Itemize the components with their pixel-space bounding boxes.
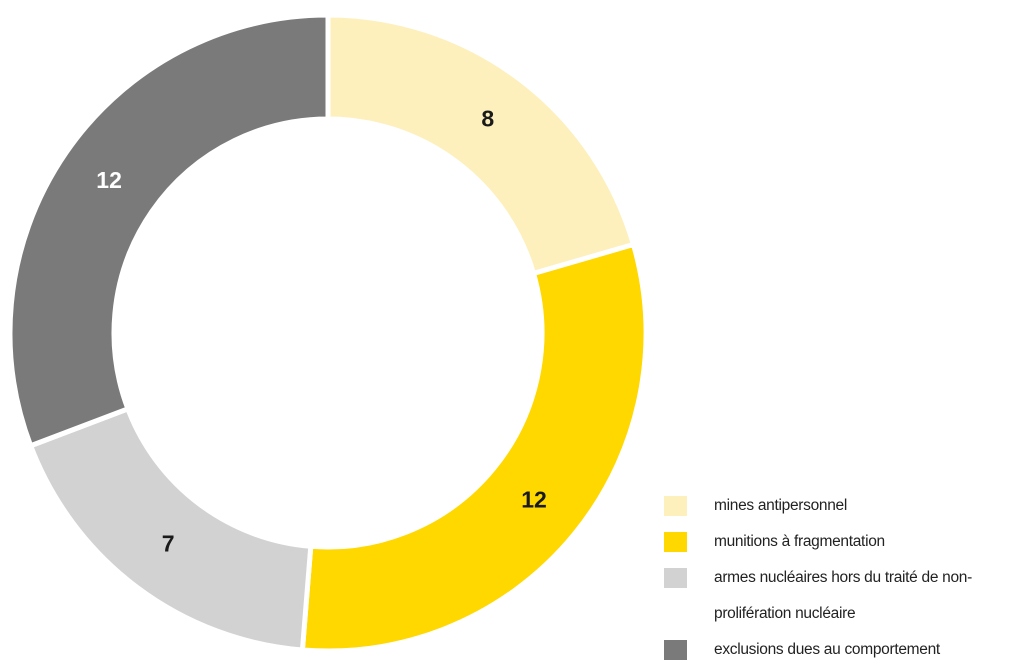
donut-chart: 8 12 7 12 — [7, 12, 649, 654]
legend-swatch — [664, 532, 687, 552]
legend-swatch — [664, 568, 687, 588]
legend-label: armes nucléaires hors du traité de non-p… — [714, 569, 972, 622]
legend-item: exclusions dues au comportement — [664, 632, 1010, 667]
donut-segment — [325, 12, 637, 277]
value-label: 12 — [96, 167, 122, 193]
value-label: 7 — [162, 531, 175, 557]
legend-swatch — [664, 496, 687, 516]
value-label: 12 — [521, 486, 547, 512]
legend: mines antipersonnel munitions à fragmenta… — [664, 488, 1010, 667]
legend-item: munitions à fragmentation — [664, 524, 1010, 560]
legend-item: mines antipersonnel — [664, 488, 1010, 524]
legend-label: exclusions dues au comportement — [714, 641, 940, 658]
donut-segment — [27, 405, 314, 653]
donut-segment — [7, 12, 331, 449]
donut-segment — [299, 241, 649, 654]
legend-swatch — [664, 640, 687, 660]
legend-label: mines antipersonnel — [714, 497, 848, 514]
legend-item: armes nucléaires hors du traité de non-p… — [664, 560, 1010, 632]
legend-label: munitions à fragmentation — [714, 533, 885, 550]
value-label: 8 — [481, 105, 494, 131]
